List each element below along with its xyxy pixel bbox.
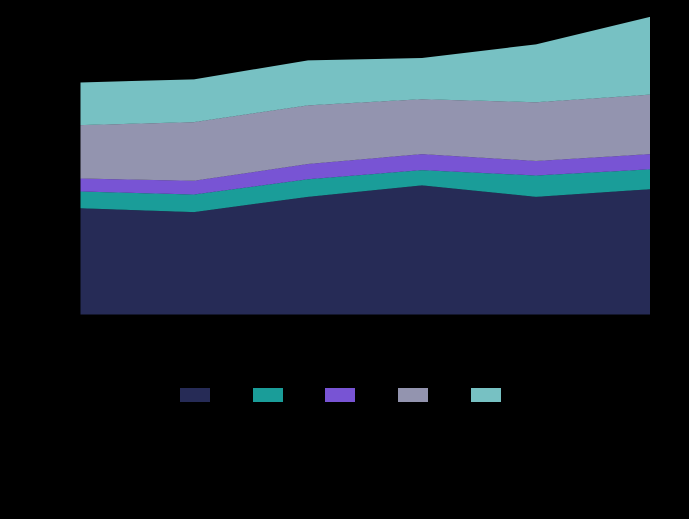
chart-canvas	[0, 0, 689, 519]
legend-item: s3	[325, 388, 374, 402]
legend-label: s5	[507, 388, 520, 402]
legend-swatch	[471, 388, 501, 402]
legend-item: s4	[398, 388, 447, 402]
legend-item: s2	[253, 388, 302, 402]
stacked-area-chart: s1 s2 s3 s4 s5	[0, 0, 689, 519]
legend-swatch	[398, 388, 428, 402]
legend-label: s2	[289, 388, 302, 402]
legend-swatch	[325, 388, 355, 402]
legend-label: s3	[361, 388, 374, 402]
legend-label: s4	[434, 388, 447, 402]
chart-legend: s1 s2 s3 s4 s5	[180, 388, 519, 402]
legend-item: s5	[471, 388, 520, 402]
legend-label: s1	[216, 388, 229, 402]
legend-swatch	[180, 388, 210, 402]
legend-item: s1	[180, 388, 229, 402]
legend-swatch	[253, 388, 283, 402]
